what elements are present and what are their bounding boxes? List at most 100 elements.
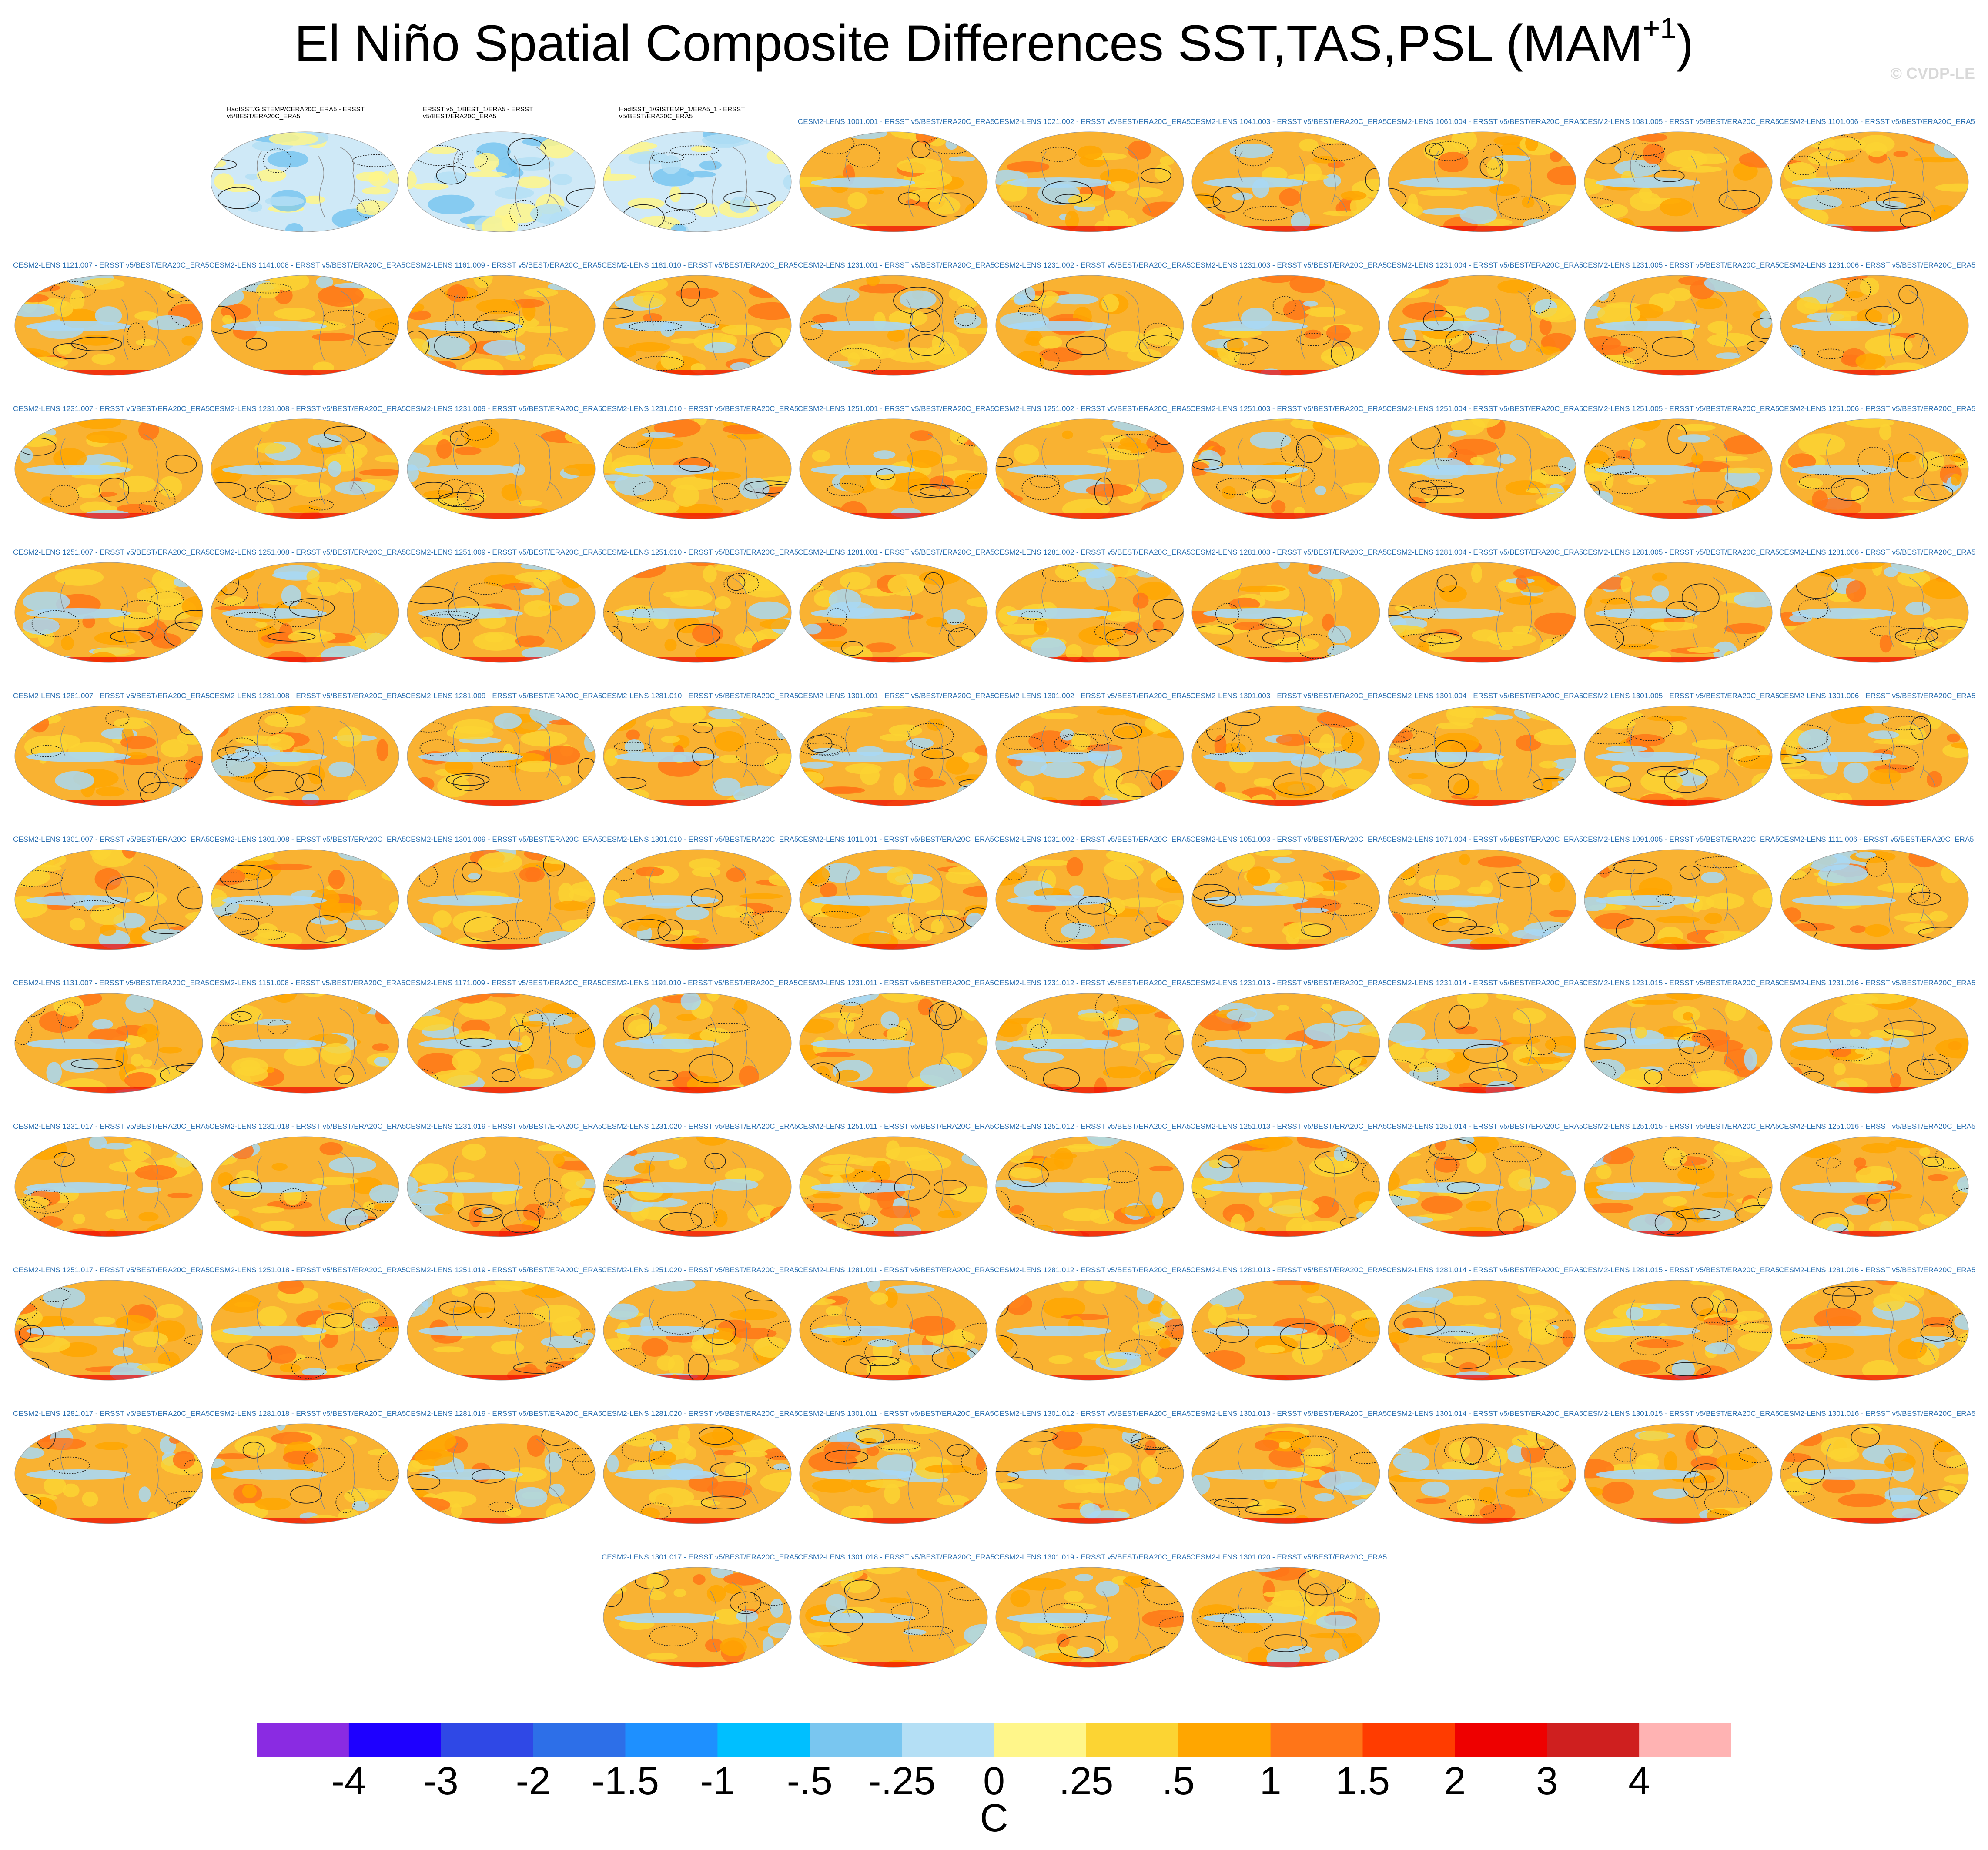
anomaly-patch <box>1918 993 1949 1001</box>
psl-contour <box>460 421 492 441</box>
ensemble-map-panel: CESM2-LENS 1301.009 - ERSST v5/BEST/ERA2… <box>405 826 602 957</box>
tropical-pacific-anomaly <box>418 321 523 331</box>
anomaly-patch <box>740 893 783 899</box>
anomaly-patch <box>381 1378 399 1380</box>
anomaly-patch <box>1766 583 1772 591</box>
anomaly-patch <box>120 736 156 749</box>
panel-label: CESM2-LENS 1041.003 - ERSST v5/BEST/ERA2… <box>1190 117 1387 126</box>
anomaly-patch <box>1121 897 1163 908</box>
anomaly-patch <box>138 1212 159 1222</box>
coastline <box>1238 721 1347 791</box>
psl-contour <box>1881 746 1919 769</box>
psl-contour <box>1910 716 1931 740</box>
map-panel-plot <box>603 131 792 232</box>
anomaly-patch <box>1349 659 1380 662</box>
anomaly-patch <box>1448 1441 1470 1460</box>
anomaly-patch <box>1417 641 1429 652</box>
ensemble-map-panel: CESM2-LENS 1041.003 - ERSST v5/BEST/ERA2… <box>1190 109 1387 239</box>
ensemble-map-panel: CESM2-LENS 1161.009 - ERSST v5/BEST/ERA2… <box>405 252 602 383</box>
coastline <box>1434 290 1543 361</box>
anomaly-patch <box>1626 734 1665 747</box>
anomaly-patch <box>821 863 860 883</box>
coastline <box>1434 721 1543 791</box>
anomaly-patch <box>800 648 839 662</box>
psl-contour <box>1930 455 1965 468</box>
anomaly-patch <box>520 562 563 570</box>
psl-contour <box>1061 734 1112 747</box>
coastline <box>1041 147 1151 217</box>
anomaly-patch <box>1253 778 1273 787</box>
anomaly-patch <box>770 327 791 348</box>
map-panel-plot <box>995 131 1184 232</box>
map-panel-plot <box>1191 275 1380 376</box>
anomaly-patch <box>336 579 362 593</box>
anomaly-patch <box>726 867 746 882</box>
psl-contour <box>1591 288 1616 303</box>
anomaly-patch <box>407 850 441 869</box>
psl-contour <box>105 876 154 903</box>
anomaly-patch <box>1868 730 1899 739</box>
anomaly-patch <box>1040 713 1078 720</box>
coastline <box>257 434 366 504</box>
anomaly-patch <box>1487 1447 1508 1466</box>
coastline <box>257 864 366 935</box>
anomaly-patch <box>1735 1311 1764 1321</box>
anomaly-patch <box>524 288 558 297</box>
anomaly-patch <box>1756 744 1770 758</box>
panel-label: CESM2-LENS 1231.010 - ERSST v5/BEST/ERA2… <box>602 405 799 413</box>
map-panel-plot <box>211 849 399 950</box>
psl-contour <box>105 710 130 726</box>
anomaly-patch <box>407 170 417 189</box>
anomaly-patch <box>603 993 627 1002</box>
anomaly-patch <box>1061 922 1095 939</box>
anomaly-patch <box>971 1282 985 1305</box>
anomaly-patch <box>1542 1137 1571 1146</box>
ensemble-map-panel: CESM2-LENS 1251.015 - ERSST v5/BEST/ERA2… <box>1583 1114 1779 1244</box>
anomaly-patch <box>1250 432 1291 449</box>
anomaly-patch <box>1781 850 1815 859</box>
map-panel-plot <box>799 1280 988 1381</box>
anomaly-patch <box>542 855 579 865</box>
anomaly-patch <box>1677 1165 1715 1184</box>
anomaly-patch <box>515 572 561 582</box>
tropical-pacific-anomaly <box>26 1182 131 1193</box>
tropical-pacific-anomaly <box>811 177 915 188</box>
anomaly-patch <box>1919 451 1944 472</box>
panel-label: CESM2-LENS 1251.003 - ERSST v5/BEST/ERA2… <box>1190 405 1387 413</box>
anomaly-patch <box>1584 1282 1607 1296</box>
ensemble-map-panel: CESM2-LENS 1301.007 - ERSST v5/BEST/ERA2… <box>13 826 210 957</box>
tropical-pacific-anomaly <box>1596 752 1700 762</box>
anomaly-patch <box>608 653 647 662</box>
anomaly-patch <box>282 275 305 279</box>
psl-contour <box>436 166 467 185</box>
anomaly-patch <box>603 562 608 569</box>
southern-ocean-anomaly <box>996 657 1184 662</box>
anomaly-patch <box>361 1084 399 1092</box>
anomaly-patch <box>699 160 722 171</box>
anomaly-patch <box>887 574 925 596</box>
anomaly-patch <box>821 641 847 647</box>
anomaly-patch <box>115 1046 128 1068</box>
anomaly-patch <box>996 132 1012 149</box>
anomaly-patch <box>483 340 526 356</box>
anomaly-patch <box>677 1425 691 1444</box>
ensemble-map-panel: CESM2-LENS 1251.001 - ERSST v5/BEST/ERA2… <box>798 396 994 526</box>
psl-contour <box>712 483 740 500</box>
anomaly-patch <box>236 858 281 880</box>
tropical-pacific-anomaly <box>1007 1613 1111 1623</box>
anomaly-patch <box>1312 419 1361 435</box>
psl-contour <box>966 473 987 499</box>
anomaly-patch <box>947 275 977 288</box>
anomaly-patch <box>1061 1314 1109 1320</box>
psl-contour <box>411 722 446 733</box>
anomaly-patch <box>1064 1591 1084 1603</box>
anomaly-patch <box>803 624 822 635</box>
panel-label: CESM2-LENS 1281.007 - ERSST v5/BEST/ERA2… <box>13 692 210 700</box>
psl-contour <box>1235 139 1273 167</box>
anomaly-patch <box>408 563 443 569</box>
colorbar-box <box>1270 1723 1363 1757</box>
psl-contour <box>1192 194 1221 209</box>
anomaly-patch <box>129 927 147 945</box>
tropical-pacific-anomaly <box>222 1039 327 1049</box>
anomaly-patch <box>211 369 229 375</box>
